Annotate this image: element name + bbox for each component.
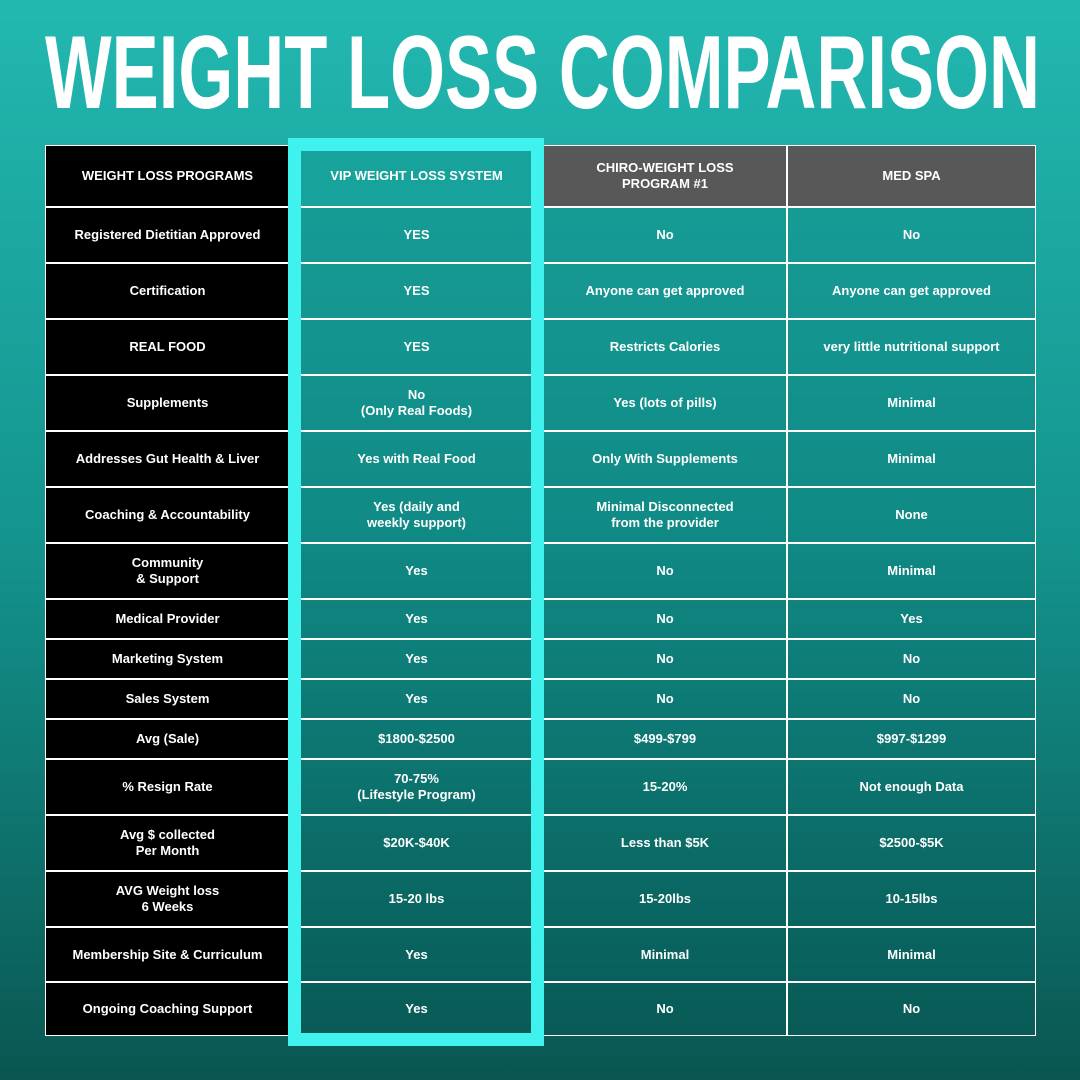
table-cell: Yes with Real Food — [290, 431, 543, 487]
table-cell: Only With Supplements — [543, 431, 787, 487]
table-cell: Restricts Calories — [543, 319, 787, 375]
table-cell: Minimal — [787, 543, 1036, 599]
table-cell: Yes (lots of pills) — [543, 375, 787, 431]
row-label: Supplements — [45, 375, 290, 431]
table-cell: very little nutritional support — [787, 319, 1036, 375]
row-label: % Resign Rate — [45, 759, 290, 815]
table-cell: No — [787, 982, 1036, 1036]
row-label: Avg $ collected Per Month — [45, 815, 290, 871]
table-cell: Yes — [290, 543, 543, 599]
table-cell: Minimal — [787, 375, 1036, 431]
table-cell: No — [543, 543, 787, 599]
table-cell: YES — [290, 263, 543, 319]
table-cell: Yes — [290, 982, 543, 1036]
table-cell: No — [543, 207, 787, 263]
table-cell: None — [787, 487, 1036, 543]
header-cell: CHIRO-WEIGHT LOSS PROGRAM #1 — [543, 145, 787, 207]
table-cell: 70-75% (Lifestyle Program) — [290, 759, 543, 815]
table-cell: Yes — [290, 639, 543, 679]
table-cell: $997-$1299 — [787, 719, 1036, 759]
table-cell: Anyone can get approved — [787, 263, 1036, 319]
table-cell: 15-20lbs — [543, 871, 787, 927]
table-cell: No — [787, 679, 1036, 719]
row-label: Marketing System — [45, 639, 290, 679]
row-label: Medical Provider — [45, 599, 290, 639]
row-label: Addresses Gut Health & Liver — [45, 431, 290, 487]
table-cell: 10-15lbs — [787, 871, 1036, 927]
highlight-frame — [288, 138, 544, 1046]
table-cell: $20K-$40K — [290, 815, 543, 871]
table-cell: No — [543, 599, 787, 639]
table-cell: YES — [290, 319, 543, 375]
table-cell: Yes — [787, 599, 1036, 639]
table-cell: Yes — [290, 927, 543, 982]
row-label: Community & Support — [45, 543, 290, 599]
table-cell: No — [787, 639, 1036, 679]
table-cell: $2500-$5K — [787, 815, 1036, 871]
table-cell: Anyone can get approved — [543, 263, 787, 319]
table-cell: Minimal — [543, 927, 787, 982]
table-cell: Minimal — [787, 927, 1036, 982]
table-cell: No — [787, 207, 1036, 263]
table-cell: Minimal Disconnected from the provider — [543, 487, 787, 543]
title: WEIGHT LOSS COMPARISON — [45, 15, 1040, 130]
table-cell: $499-$799 — [543, 719, 787, 759]
table-cell: 15-20% — [543, 759, 787, 815]
row-label: Registered Dietitian Approved — [45, 207, 290, 263]
header-cell: MED SPA — [787, 145, 1036, 207]
row-label: AVG Weight loss 6 Weeks — [45, 871, 290, 927]
table-cell: Yes — [290, 679, 543, 719]
table-cell: No — [543, 679, 787, 719]
title-area: WEIGHT LOSS COMPARISON — [45, 15, 1040, 130]
row-label: Ongoing Coaching Support — [45, 982, 290, 1036]
table-cell: Not enough Data — [787, 759, 1036, 815]
table-cell: YES — [290, 207, 543, 263]
table-cell: Yes (daily and weekly support) — [290, 487, 543, 543]
table-cell: Less than $5K — [543, 815, 787, 871]
row-label: Avg (Sale) — [45, 719, 290, 759]
table-cell: No — [543, 639, 787, 679]
row-label: Sales System — [45, 679, 290, 719]
header-cell: WEIGHT LOSS PROGRAMS — [45, 145, 290, 207]
row-label: Coaching & Accountability — [45, 487, 290, 543]
table-cell: No — [543, 982, 787, 1036]
table-cell: Minimal — [787, 431, 1036, 487]
row-label: REAL FOOD — [45, 319, 290, 375]
row-label: Membership Site & Curriculum — [45, 927, 290, 982]
row-label: Certification — [45, 263, 290, 319]
table-cell: $1800-$2500 — [290, 719, 543, 759]
